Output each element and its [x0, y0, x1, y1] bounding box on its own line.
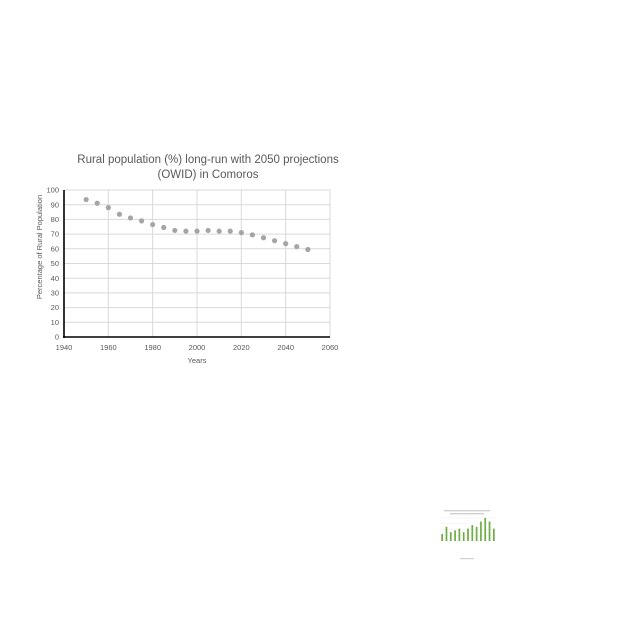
- thumbnail-bar-chart: [440, 510, 496, 560]
- gridlines: [63, 189, 331, 338]
- thumbnail-bar: [467, 528, 469, 541]
- data-point: [260, 235, 267, 241]
- data-point: [94, 200, 100, 206]
- data-point: [294, 243, 300, 250]
- y-tick-label: 90: [51, 200, 59, 209]
- data-point: [238, 230, 244, 236]
- y-tick-label: 50: [51, 259, 59, 268]
- thumbnail-bar: [492, 528, 495, 541]
- data-point: [305, 246, 311, 253]
- data-point: [183, 228, 189, 234]
- data-point: [161, 224, 167, 231]
- y-axis-title: Percentage of Rural Population: [35, 195, 44, 299]
- thumbnail-bar: [441, 533, 444, 541]
- x-tick-label: 1980: [144, 343, 161, 352]
- thumbnail-axis-title: [460, 558, 474, 560]
- data-point: [205, 227, 211, 234]
- tick-labels: 0 10 20 30 40 50 60 70 80 90 100 1940 1960 1980 2000 20…: [46, 186, 338, 352]
- thumbnail-bar: [462, 532, 465, 541]
- y-tick-label: 30: [51, 289, 59, 298]
- x-tick-label: 2000: [189, 343, 206, 352]
- y-tick-label: 80: [51, 215, 59, 224]
- data-point: [194, 228, 200, 234]
- data-point: [227, 228, 233, 234]
- x-tick-label: 2020: [233, 343, 250, 352]
- data-point: [83, 196, 89, 203]
- data-point: [150, 221, 156, 228]
- thumbnail-bar: [475, 526, 478, 541]
- data-point: [105, 205, 111, 211]
- data-point: [249, 232, 256, 238]
- x-tick-label: 1940: [56, 343, 73, 352]
- data-point: [172, 227, 178, 234]
- x-tick-label: 2060: [322, 343, 339, 352]
- chart-title-line-1: Rural population (%) long-run with 2050 …: [77, 154, 339, 166]
- thumbnail-bars: [441, 518, 495, 541]
- y-tick-label: 60: [51, 244, 59, 253]
- thumbnail-bar: [445, 526, 448, 541]
- x-axis-title: Years: [188, 356, 207, 365]
- y-tick-label: 100: [46, 186, 59, 195]
- data-point: [271, 238, 278, 244]
- thumbnail-bar: [454, 530, 456, 541]
- thumbnail-bar: [458, 528, 461, 541]
- data-points: [83, 196, 311, 253]
- y-tick-label: 70: [51, 230, 59, 239]
- x-tick-label: 2040: [277, 343, 294, 352]
- data-point: [138, 218, 145, 224]
- thumbnail-bar: [484, 518, 487, 541]
- y-tick-label: 10: [51, 318, 59, 327]
- data-point: [127, 215, 134, 221]
- x-tick-label: 1960: [100, 343, 117, 352]
- thumbnail-bar: [449, 532, 452, 541]
- axes: [63, 190, 330, 338]
- y-tick-label: 20: [51, 303, 59, 312]
- y-tick-label: 0: [55, 333, 59, 342]
- thumbnail-bar: [471, 525, 474, 541]
- data-point: [283, 241, 289, 247]
- data-point: [216, 228, 222, 234]
- thumbnail-bar: [480, 521, 482, 541]
- data-point: [116, 211, 123, 217]
- chart-title-line-2: (OWID) in Comoros: [158, 169, 259, 181]
- thumbnail-title: [444, 510, 490, 515]
- y-tick-label: 40: [51, 274, 59, 283]
- thumbnail-bar: [488, 521, 491, 541]
